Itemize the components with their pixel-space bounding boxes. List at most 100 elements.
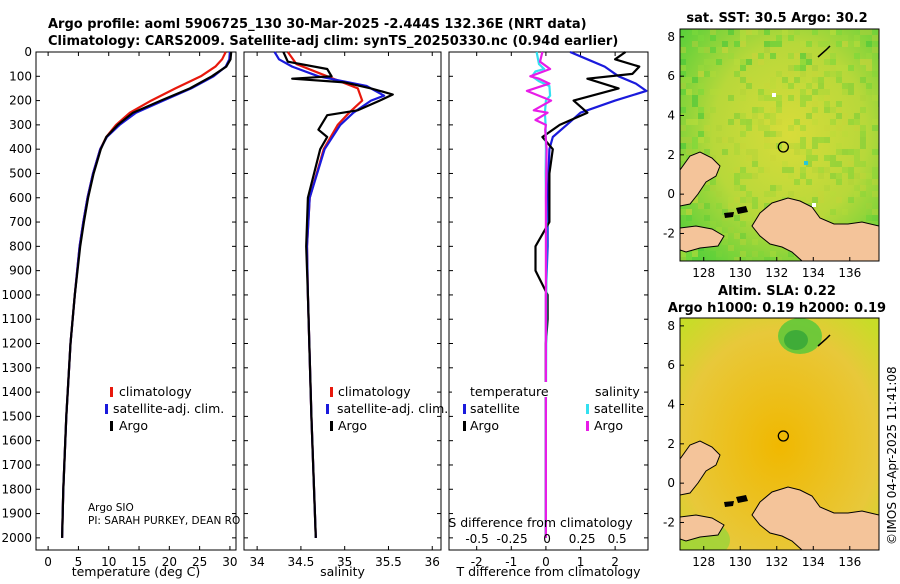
map-y-tick-label: 6 [667, 69, 675, 83]
map-x-tick-label: 130 [729, 266, 752, 280]
y-tick-label: 0 [24, 45, 32, 59]
y-tick-label: 2000 [1, 531, 32, 545]
sst-pixel [812, 107, 818, 113]
argo-position-marker [777, 430, 789, 442]
top-x-tick-label: -0.5 [465, 532, 488, 546]
sst-pixel [800, 173, 806, 179]
sst-pixel [740, 77, 746, 83]
sst-pixel [854, 119, 860, 125]
map-y-tick-label: 2 [667, 148, 675, 162]
sst-pixel [788, 83, 794, 89]
sst-pixel [818, 41, 824, 47]
top-x-tick-label: -0.25 [497, 532, 528, 546]
sst-pixel [704, 203, 710, 209]
sst-pixel [794, 65, 800, 71]
sst-pixel [734, 167, 740, 173]
sst-pixel [734, 113, 740, 119]
sst-pixel [740, 95, 746, 101]
sst-pixel [728, 227, 734, 233]
series-line-argo [282, 51, 394, 538]
sst-pixel [770, 77, 776, 83]
sst-pixel [734, 257, 740, 261]
sst-pixel [680, 83, 686, 89]
sst-pixel [842, 209, 848, 215]
sst-pixel [836, 65, 842, 71]
sst-pixel [752, 161, 758, 167]
y-tick-label: 1200 [1, 337, 32, 351]
top-x-axis-label: S difference from climatology [448, 515, 633, 530]
sst-pixel [836, 197, 842, 203]
sst-pixel [872, 149, 878, 155]
sst-pixel [866, 83, 872, 89]
sst-pixel [746, 257, 752, 261]
sst-pixel [854, 155, 860, 161]
sst-pixel [872, 35, 878, 41]
map-y-tick-label: -2 [663, 515, 675, 529]
land-halmahera [680, 440, 721, 496]
legend-t-argo-label: Argo [470, 418, 499, 433]
sst-pixel [710, 185, 716, 191]
sst-pixel [752, 53, 758, 59]
sst-pixel [800, 89, 806, 95]
map-y-tick-label: 4 [667, 109, 675, 123]
sst-pixel [770, 83, 776, 89]
argo-position-marker [777, 141, 789, 153]
x-tick-label: 34 [249, 555, 264, 569]
sst-pixel [842, 83, 848, 89]
sst-pixel [704, 59, 710, 65]
plot-frame [35, 51, 237, 551]
sst-pixel [776, 101, 782, 107]
sst-pixel [830, 209, 836, 215]
sst-pixel [704, 185, 710, 191]
sst-pixel [770, 95, 776, 101]
sst-pixel [782, 83, 788, 89]
map-x-tick-label: 132 [765, 555, 788, 569]
sst-pixel [860, 29, 866, 35]
sst-pixel [734, 149, 740, 155]
y-tick-label: 1000 [1, 288, 32, 302]
sst-pixel [818, 197, 824, 203]
sst-pixel [770, 143, 776, 149]
sst-pixel [842, 167, 848, 173]
sst-pixel [740, 131, 746, 137]
sst-pixel [740, 173, 746, 179]
sst-pixel [710, 89, 716, 95]
sst-pixel [860, 137, 866, 143]
sst-pixel [872, 215, 878, 221]
sst-pixel [698, 83, 704, 89]
sst-pixel [698, 203, 704, 209]
sst-pixel [704, 125, 710, 131]
plot-frame [243, 51, 442, 551]
y-tick-label: 400 [9, 142, 32, 156]
land-new-guinea [751, 486, 879, 550]
sst-pixel [686, 149, 692, 155]
sst-pixel [692, 119, 698, 125]
sst-pixel [740, 125, 746, 131]
sst-pixel [830, 119, 836, 125]
legend-argo-label: Argo [338, 418, 367, 433]
sst-pixel [842, 35, 848, 41]
x-tick-label: 36 [425, 555, 440, 569]
sst-map-title: sat. SST: 30.5 Argo: 30.2 [686, 11, 867, 26]
sst-pixel [866, 215, 872, 221]
sst-pixel [728, 137, 734, 143]
sst-pixel [800, 167, 806, 173]
sst-pixel [800, 53, 806, 59]
sst-pixel [764, 203, 770, 209]
sst-pixel [734, 179, 740, 185]
y-tick-label: 800 [9, 239, 32, 253]
sst-pixel [830, 173, 836, 179]
sst-pixel [818, 167, 824, 173]
land-islet-north [817, 334, 831, 347]
sst-pixel [764, 137, 770, 143]
sst-pixel [836, 143, 842, 149]
sst-pixel [836, 179, 842, 185]
sst-pixel [836, 41, 842, 47]
sst-pixel [806, 83, 812, 89]
sst-pixel [746, 149, 752, 155]
sst-pixel [704, 179, 710, 185]
sst-pixel [812, 29, 818, 35]
sst-pixel [794, 77, 800, 83]
sst-pixel [812, 137, 818, 143]
sst-pixel [818, 137, 824, 143]
